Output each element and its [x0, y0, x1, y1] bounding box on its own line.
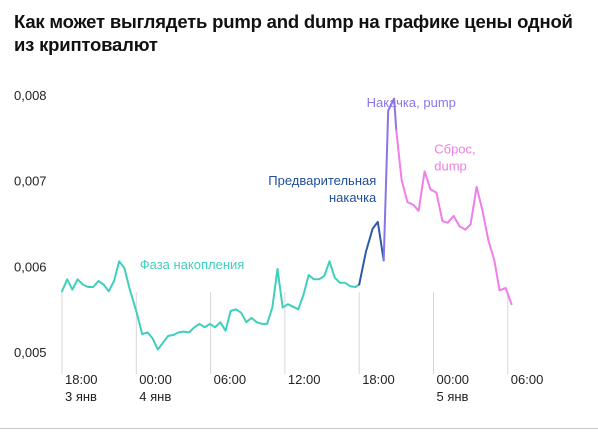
x-tick-time: 18:00 [362, 372, 395, 387]
y-tick-label: 0,005 [14, 345, 47, 360]
annotation-line: Предварительная [268, 173, 376, 188]
x-tick-date: 4 янв [139, 389, 171, 404]
annotation-label: Сброс, dump [434, 141, 475, 173]
x-tick-date: 3 янв [65, 389, 97, 404]
y-tick-label: 0,007 [14, 174, 47, 189]
series-line [61, 260, 361, 351]
series-line [395, 129, 513, 306]
bottom-divider [0, 428, 598, 429]
annotation-label: Накачка, pump [367, 95, 456, 110]
x-tick-time: 06:00 [511, 372, 544, 387]
x-tick-time: 06:00 [214, 372, 247, 387]
series-line [382, 97, 398, 262]
x-tick-time: 12:00 [288, 372, 321, 387]
annotation-line: накачка [329, 190, 377, 205]
y-tick-label: 0,008 [14, 88, 47, 103]
x-tick-time: 18:00 [65, 372, 98, 387]
chart-title: Как может выглядеть pump and dump на гра… [14, 11, 573, 55]
annotation-label: Фаза накопления [140, 257, 245, 272]
annotation-line: Фаза накопления [140, 257, 245, 272]
x-tick-time: 00:00 [139, 372, 172, 387]
annotation-line: Сброс, [434, 141, 475, 156]
series-line [358, 220, 385, 286]
x-tick-time: 00:00 [437, 372, 470, 387]
y-tick-label: 0,006 [14, 259, 47, 274]
annotation-label: Предварительная накачка [268, 173, 377, 205]
annotation-line: dump [434, 158, 467, 173]
annotation-line: Накачка, pump [367, 95, 456, 110]
x-tick-date: 5 янв [437, 389, 469, 404]
